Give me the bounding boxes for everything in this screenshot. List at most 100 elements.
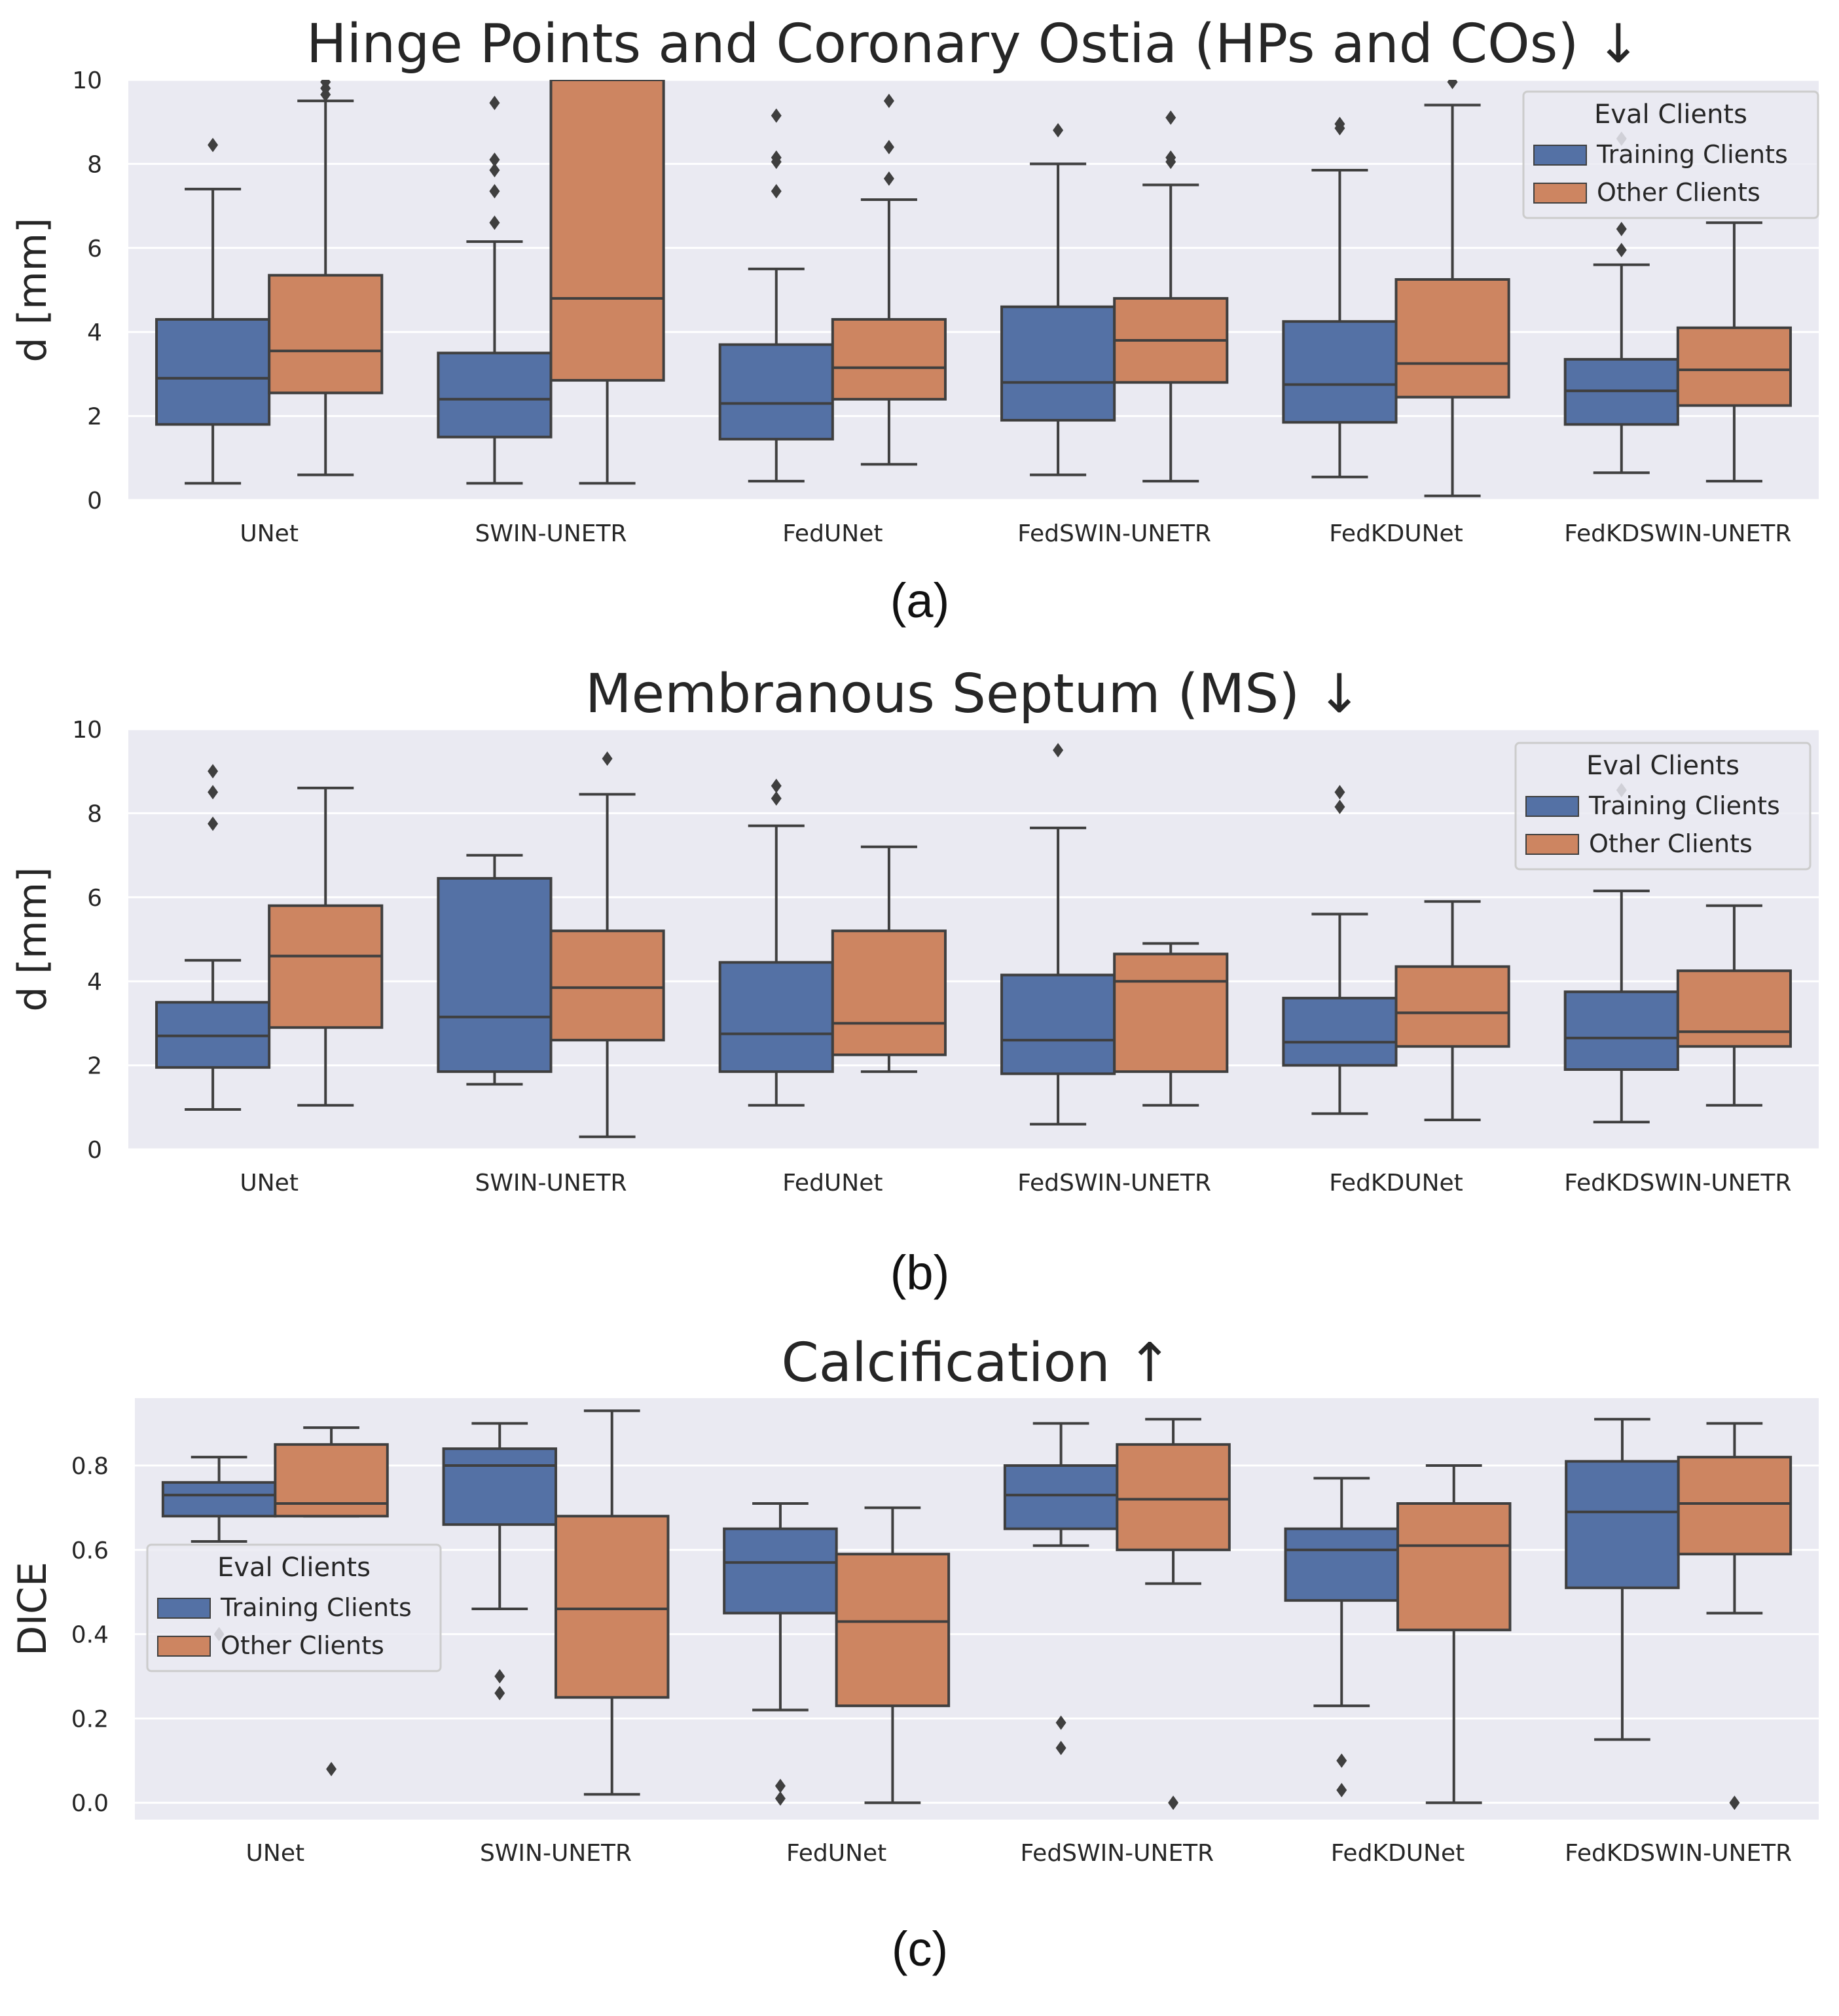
legend-label-other: Other Clients <box>1589 829 1753 858</box>
box-iqr <box>1676 326 1792 407</box>
y-tick-label: 4 <box>87 969 102 996</box>
box-other-fedunet <box>835 1506 951 1805</box>
outlier-point <box>1165 150 1176 165</box>
x-tick-label: UNet <box>246 1840 305 1867</box>
box-training-fedkdswin-unetr <box>1565 1418 1680 1741</box>
box-iqr <box>1282 996 1398 1067</box>
outlier-point <box>326 1761 337 1776</box>
y-tick-label: 8 <box>87 151 102 178</box>
outlier-point <box>208 785 219 800</box>
x-tick-label: FedKDSWIN-UNETR <box>1564 520 1791 547</box>
box-training-fedunet <box>718 108 834 483</box>
box-training-swin-unetr <box>437 854 553 1086</box>
outlier-point <box>1616 221 1627 236</box>
y-tick-label: 0.0 <box>71 1790 109 1817</box>
legend-swatch-other <box>1525 834 1579 855</box>
outlier-point <box>494 1669 505 1684</box>
x-tick-label: FedUNet <box>782 520 883 547</box>
box-other-unet <box>268 80 384 477</box>
box-iqr <box>268 904 384 1029</box>
outlier-point <box>1055 1740 1066 1755</box>
box-other-fedswin-unetr <box>1113 942 1229 1107</box>
box-iqr <box>835 1553 951 1708</box>
outlier-point <box>771 791 782 806</box>
y-tick-label: 8 <box>87 801 102 827</box>
boxes <box>155 743 1792 1138</box>
legend-label-training: Training Clients <box>220 1593 412 1622</box>
x-tick-label: FedKDUNet <box>1329 1170 1463 1197</box>
x-tick-label: FedSWIN-UNETR <box>1017 1170 1211 1197</box>
box-iqr <box>831 929 947 1056</box>
x-tick-label: SWIN-UNETR <box>480 1840 632 1867</box>
outlier-point <box>1447 80 1458 90</box>
box-iqr <box>1676 969 1792 1048</box>
outlier-point <box>1165 110 1176 125</box>
boxes <box>155 80 1792 497</box>
box-other-fedkdswin-unetr <box>1676 904 1792 1107</box>
box-training-fedunet <box>718 778 834 1107</box>
x-tick-label: FedSWIN-UNETR <box>1020 1840 1214 1867</box>
y-tick-label: 10 <box>72 67 102 94</box>
panel-caption: (b) <box>890 1246 949 1300</box>
outlier-point <box>602 751 613 766</box>
y-tick-label: 0.6 <box>71 1538 109 1564</box>
outlier-point <box>1053 743 1064 758</box>
outlier-point <box>1334 785 1345 800</box>
panel-caption: (a) <box>890 573 949 628</box>
box-other-swin-unetr <box>555 1409 670 1796</box>
box-training-fedkdswin-unetr <box>1563 131 1679 475</box>
box-other-unet <box>274 1426 389 1776</box>
legend-swatch-training <box>1525 796 1579 817</box>
y-tick-label: 4 <box>87 319 102 346</box>
y-axis-label: d [mm] <box>10 867 56 1012</box>
outlier-point <box>774 1778 786 1793</box>
box-other-swin-unetr <box>549 80 665 485</box>
outlier-point <box>489 215 500 230</box>
box-iqr <box>274 1443 389 1518</box>
box-iqr <box>268 274 384 395</box>
outlier-point <box>208 764 219 779</box>
outlier-point <box>1336 1782 1347 1797</box>
box-training-fedunet <box>723 1502 838 1806</box>
box-iqr <box>831 317 947 401</box>
y-tick-label: 0.4 <box>71 1622 109 1649</box>
outlier-point <box>1168 1795 1179 1810</box>
y-tick-label: 10 <box>72 717 102 744</box>
y-tick-label: 0.2 <box>71 1706 109 1733</box>
box-other-fedunet <box>831 845 947 1073</box>
box-iqr <box>1394 278 1510 399</box>
legend-frame <box>146 1543 442 1672</box>
box-training-fedkdswin-unetr <box>1563 783 1679 1124</box>
legend-swatch-other <box>157 1636 211 1657</box>
outlier-point <box>774 1791 786 1806</box>
box-other-fedkdunet <box>1394 80 1510 497</box>
box-iqr <box>718 343 834 441</box>
y-tick-label: 6 <box>87 885 102 912</box>
outlier-point <box>883 94 894 109</box>
box-iqr <box>155 317 271 426</box>
legend: Eval Clients Training Clients Other Client… <box>1522 90 1819 219</box>
outlier-point <box>489 163 500 178</box>
outlier-point <box>489 184 500 199</box>
legend-swatch-other <box>1533 183 1587 204</box>
box-iqr <box>437 876 553 1073</box>
box-iqr <box>549 929 665 1042</box>
box-training-fedkdunet <box>1284 1477 1399 1797</box>
box-iqr <box>1284 1527 1399 1602</box>
box-iqr <box>1282 320 1398 424</box>
outlier-point <box>771 108 782 123</box>
outlier-point <box>883 171 894 186</box>
box-training-fedkdunet <box>1282 785 1398 1115</box>
box-iqr <box>1394 965 1510 1048</box>
outlier-point <box>771 150 782 165</box>
box-iqr <box>442 1447 557 1526</box>
box-iqr <box>1677 1456 1793 1556</box>
box-training-fedswin-unetr <box>1000 743 1116 1126</box>
box-iqr <box>555 1515 670 1699</box>
outlier-point <box>320 80 331 90</box>
legend-label-other: Other Clients <box>221 1631 384 1660</box>
chart-title: Hinge Points and Coronary Ostia (HPs and… <box>306 13 1641 75</box>
chart-title: Calcification ↑ <box>782 1332 1173 1394</box>
box-other-fedswin-unetr <box>1113 110 1229 483</box>
